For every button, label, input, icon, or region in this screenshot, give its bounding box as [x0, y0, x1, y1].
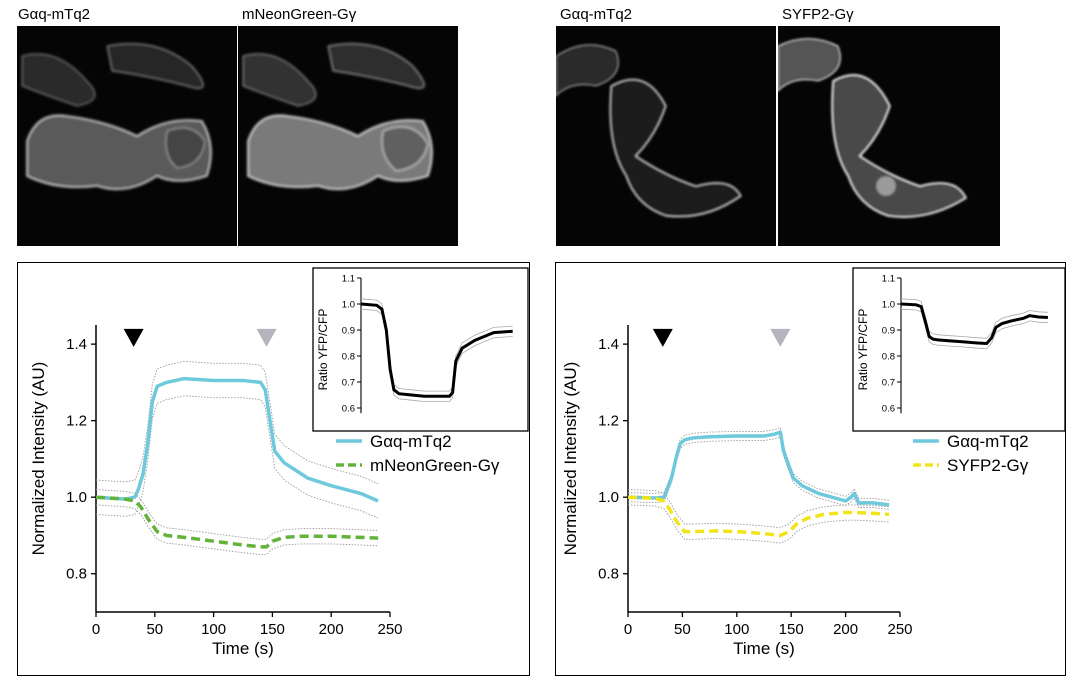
x-axis-label: Time (s) [733, 639, 795, 658]
y-tick-label: 1.2 [66, 413, 87, 430]
agonist-marker [123, 328, 144, 347]
inset-ratio-line [900, 302, 1048, 346]
inset-y-tick-label: 1.0 [342, 300, 355, 311]
inset-y-axis-label: Ratio YFP/CFP [856, 309, 870, 391]
legend-label: mNeonGreen-Gγ [370, 456, 500, 475]
x-tick-label: 200 [319, 621, 344, 638]
x-tick-label: 0 [624, 621, 632, 638]
series-line [95, 376, 379, 503]
x-tick-label: 150 [779, 621, 804, 638]
inset-y-tick-label: 1.1 [342, 274, 355, 285]
y-tick-label: 0.8 [598, 566, 619, 583]
y-tick-label: 1.0 [598, 489, 619, 506]
y-tick-label: 1.4 [66, 336, 87, 353]
x-tick-label: 250 [887, 621, 912, 638]
x-tick-label: 200 [833, 621, 858, 638]
inset-y-tick-label: 1.1 [882, 274, 895, 285]
legend-label: SYFP2-Gγ [947, 456, 1029, 475]
antagonist-marker [770, 328, 791, 347]
image-label-galpha-right: Gαq-mTq2 [560, 6, 633, 23]
y-tick-label: 1.4 [598, 336, 619, 353]
inset-y-tick-label: 1.0 [882, 300, 895, 311]
inset-ratio-line [360, 302, 513, 398]
inset-y-axis-label: Ratio YFP/CFP [316, 309, 330, 391]
x-axis-label: Time (s) [212, 639, 274, 658]
y-tick-label: 1.0 [66, 489, 87, 506]
micrograph-mneongreen [238, 26, 458, 246]
legend-label: Gαq-mTq2 [947, 432, 1029, 451]
x-tick-label: 0 [92, 621, 100, 638]
image-label-mneongreen: mNeonGreen-Gγ [242, 6, 357, 23]
inset-y-tick-label: 0.7 [342, 378, 355, 389]
chart-right: 0 50 100 150 200 250 0.8 1.0 1.2 1.4 Time (s) Norma… [561, 267, 1065, 658]
micrograph-syfp2 [778, 26, 1000, 246]
inset-y-tick-label: 0.9 [342, 326, 355, 337]
micrograph-galpha-left [17, 26, 237, 246]
series-lower-sd [627, 436, 890, 510]
chart-panel-right: 0 50 100 150 200 250 0.8 1.0 1.2 1.4 Time (s) Norma… [555, 262, 1066, 676]
image-label-galpha-left: Gαq-mTq2 [18, 6, 91, 23]
agonist-marker [652, 328, 673, 347]
y-tick-label: 0.8 [66, 566, 87, 583]
series-upper-sd [95, 360, 379, 485]
series-line [627, 495, 890, 538]
y-axis-label: Normalized Intensity (AU) [561, 362, 580, 556]
series-lower-sd [627, 504, 890, 544]
x-tick-label: 150 [260, 621, 285, 638]
x-tick-label: 50 [146, 621, 163, 638]
chart-left: 0 50 100 150 200 250 0.8 1.0 1.2 1.4 Time (s) Norma… [29, 267, 529, 658]
series-lower-sd [95, 395, 379, 519]
series-line [627, 430, 890, 507]
series-upper-sd [627, 426, 890, 501]
inset-y-tick-label: 0.6 [882, 404, 895, 415]
series-upper-sd [627, 489, 890, 529]
y-axis-label: Normalized Intensity (AU) [29, 362, 48, 556]
y-tick-label: 1.2 [598, 413, 619, 430]
x-tick-label: 100 [724, 621, 749, 638]
legend-label: Gαq-mTq2 [370, 432, 452, 451]
series-upper-sd [95, 489, 379, 540]
inset-y-tick-label: 0.9 [882, 326, 895, 337]
inset-y-tick-label: 0.8 [342, 352, 355, 363]
x-tick-label: 250 [377, 621, 402, 638]
inset-frame [852, 267, 1065, 432]
inset-y-tick-label: 0.8 [882, 352, 895, 363]
series-line [95, 495, 379, 549]
series-lower-sd [95, 504, 379, 556]
inset-frame [312, 267, 529, 432]
inset-y-tick-label: 0.6 [342, 404, 355, 415]
inset-y-tick-label: 0.7 [882, 378, 895, 389]
chart-panel-left: 0 50 100 150 200 250 0.8 1.0 1.2 1.4 Time (s) Norma… [17, 262, 530, 676]
x-tick-label: 50 [674, 621, 691, 638]
antagonist-marker [256, 328, 277, 347]
micrograph-galpha-right [556, 26, 776, 246]
x-tick-label: 100 [201, 621, 226, 638]
image-label-syfp2: SYFP2-Gγ [782, 6, 854, 23]
